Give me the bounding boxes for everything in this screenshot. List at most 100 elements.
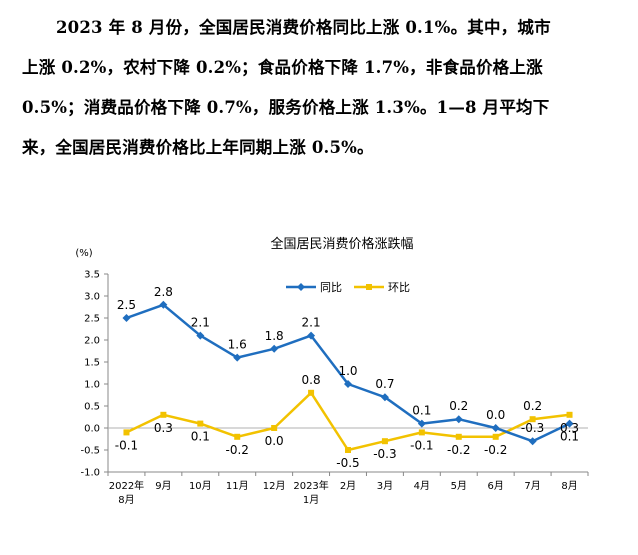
- x-tick-label: 5月: [451, 480, 467, 492]
- data-point: [418, 429, 425, 436]
- y-tick-label: -1.0: [80, 468, 100, 479]
- data-point: [345, 447, 351, 453]
- data-label: 1.8: [265, 329, 284, 343]
- series-layer: 2.5 2.8 2.1 1.6 1.8 2.1 1.0 0.7 0.1 0.2 0.0 -0.3 0.1…: [115, 285, 579, 470]
- data-point: [417, 419, 426, 428]
- data-label: -0.5: [336, 456, 359, 470]
- x-tick-label-line: 8月: [118, 494, 134, 506]
- data-label: 0.8: [302, 373, 321, 387]
- data-label: -0.3: [521, 421, 544, 435]
- data-point: [528, 437, 537, 446]
- chart-title: 全国居民消费价格涨跌幅: [270, 236, 413, 252]
- x-tick-label: 7月: [524, 480, 540, 492]
- data-label: -0.3: [373, 447, 396, 461]
- x-tick-label-line: 6月: [488, 480, 504, 492]
- data-point: [233, 353, 242, 362]
- data-point: [196, 331, 205, 340]
- data-point: [565, 419, 574, 428]
- data-label: 2.8: [154, 285, 173, 299]
- x-tick-label-line: 5月: [451, 480, 467, 492]
- data-label: 0.2: [523, 399, 542, 413]
- paragraph-line: 0.5%；消费品价格下降 0.7%，服务价格上涨 1.3%。1—8 月平均下: [22, 98, 550, 117]
- y-tick-label: 1.0: [84, 380, 100, 391]
- data-label: -0.2: [226, 443, 249, 457]
- data-label: 0.1: [191, 430, 210, 444]
- data-label: -0.2: [447, 443, 470, 457]
- data-point: [159, 300, 168, 309]
- x-tick-label-line: 12月: [263, 480, 286, 492]
- x-tick-label-line: 8月: [561, 480, 577, 492]
- y-tick-label: 3.5: [84, 270, 100, 281]
- y-tick-label: 0.5: [84, 402, 100, 413]
- data-point: [381, 438, 388, 445]
- y-axis-unit: (%): [75, 248, 92, 259]
- y-tick-label: 2.0: [84, 336, 100, 347]
- x-tick-label-line: 3月: [377, 480, 393, 492]
- x-tick-label-line: 10月: [189, 480, 212, 492]
- data-point: [160, 411, 167, 418]
- data-label: 1.0: [338, 364, 357, 378]
- data-point: [271, 425, 278, 431]
- chart-legend: 同比 环比: [286, 281, 410, 294]
- x-tick-label-line: 11月: [226, 480, 249, 492]
- data-label: 0.3: [560, 421, 579, 435]
- data-point: [270, 344, 279, 353]
- paragraph-line: 上涨 0.2%，农村下降 0.2%；食品价格下降 1.7%，非食品价格上涨: [22, 58, 543, 77]
- x-tick-label: 4月: [414, 480, 430, 492]
- data-point: [566, 411, 573, 418]
- y-tick-label: 1.5: [84, 358, 100, 369]
- x-tick-label-line: 7月: [524, 480, 540, 492]
- paragraph-line: 2023 年 8 月份，全国居民消费价格同比上涨 0.1%。其中，城市: [56, 18, 551, 37]
- x-tick-label: 11月: [226, 480, 249, 492]
- y-tick-label: 3.0: [84, 292, 100, 303]
- data-point: [234, 433, 241, 440]
- summary-paragraph: 2023 年 8 月份，全国居民消费价格同比上涨 0.1%。其中，城市 上涨 0…: [22, 8, 622, 168]
- data-label: 0.1: [412, 404, 431, 418]
- data-point: [308, 389, 315, 396]
- x-tick-label: 12月: [263, 480, 286, 492]
- data-point: [454, 415, 463, 424]
- x-tick-label: 3月: [377, 480, 393, 492]
- y-axis: -1.0 -0.5 0.0 0.5 1.0 1.5 2.0 2.5 3.0 3.5: [80, 270, 588, 479]
- x-tick-label-line: 2023年: [293, 479, 328, 492]
- x-tick-label: 2月: [340, 480, 356, 492]
- data-label: 0.0: [486, 408, 505, 422]
- data-point: [491, 424, 500, 432]
- data-label: 1.6: [228, 338, 247, 352]
- x-axis: 2022年 8月 9月 10月 11月 12月 2023年 1月 2月 3月 4月 5月 6月 7月 8月: [107, 471, 589, 506]
- paragraph-line: 来，全国居民消费价格比上年同期上涨 0.5%。: [22, 138, 374, 157]
- y-tick-label: -0.5: [80, 446, 100, 457]
- legend-entry: 同比: [320, 281, 342, 294]
- data-label: 0.2: [449, 399, 468, 413]
- x-tick-label: 9月: [155, 480, 171, 492]
- data-point: [344, 380, 352, 388]
- data-point: [122, 314, 131, 322]
- legend-swatch-marker: [297, 283, 305, 291]
- data-label: 0.3: [154, 421, 173, 435]
- y-tick-label: 2.5: [84, 314, 100, 325]
- x-tick-label: 6月: [488, 480, 504, 492]
- x-tick-label: 8月: [561, 480, 577, 492]
- data-point: [492, 433, 499, 440]
- x-tick-label-line: 2022年: [109, 479, 144, 492]
- data-point: [455, 433, 462, 440]
- data-label: 0.7: [375, 377, 394, 391]
- data-label: 2.1: [302, 316, 321, 330]
- data-point: [307, 331, 316, 340]
- data-point: [197, 420, 204, 427]
- x-tick-label-line: 2月: [340, 480, 356, 492]
- data-label: -0.1: [410, 438, 433, 452]
- data-label: 0.1: [560, 430, 579, 444]
- data-label: -0.1: [115, 438, 138, 452]
- x-tick-label: 10月: [189, 480, 212, 492]
- data-label: 0.0: [265, 434, 284, 448]
- x-tick-label-line: 9月: [155, 480, 171, 492]
- x-tick-label-line: 1月: [303, 494, 319, 506]
- data-point: [380, 393, 389, 402]
- data-point: [123, 429, 130, 436]
- cpi-line-chart: 全国居民消费价格涨跌幅 (%) 同比 环比 -1.0 -0.5 0.0 0.5 1.0 1.…: [75, 236, 589, 506]
- y-tick-label: 0.0: [84, 424, 100, 435]
- x-tick-label-line: 4月: [414, 480, 430, 492]
- x-tick-label: 2023年 1月: [293, 479, 328, 506]
- data-label: -0.2: [484, 443, 507, 457]
